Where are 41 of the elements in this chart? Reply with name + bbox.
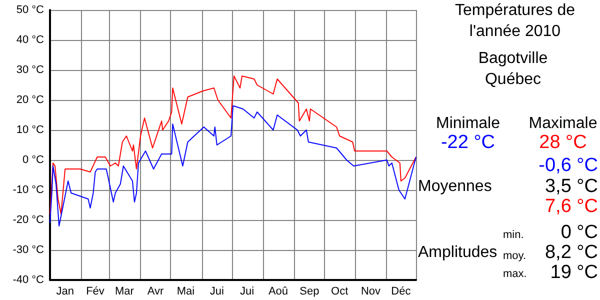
x-tick-label: Nov	[360, 286, 382, 298]
text: Minimale	[436, 115, 500, 133]
x-tick-label: Jui	[210, 286, 224, 298]
y-tick-label: 20 °C	[16, 94, 44, 106]
x-tick-label: Mai	[176, 286, 195, 298]
x-tick-label: Fév	[86, 286, 105, 298]
text: Moyennes	[418, 178, 492, 196]
x-tick-label: Sep	[300, 286, 320, 298]
text: Amplitudes	[418, 244, 498, 262]
y-tick-label: 0 °C	[22, 154, 44, 166]
text: Températures de l'année 2010	[454, 1, 576, 42]
y-tick-label: 40 °C	[16, 34, 44, 46]
x-tick-label: Oct	[331, 286, 348, 298]
text: 19 °C	[550, 262, 598, 284]
y-tick-label: -40 °C	[12, 274, 44, 286]
y-tick-label: -20 °C	[12, 214, 44, 226]
y-tick-label: 50 °C	[16, 4, 44, 16]
text: 7,6 °C	[544, 196, 598, 218]
text: 8,2 °C	[544, 242, 598, 264]
x-tick-label: Avr	[147, 286, 164, 298]
y-tick-label: -10 °C	[12, 184, 44, 196]
text: Maximale	[528, 115, 598, 133]
text: min.	[503, 229, 524, 241]
x-tick-label: Jan	[56, 286, 74, 298]
x-tick-label: Jui	[240, 286, 254, 298]
x-tick-label: Déc	[391, 286, 412, 298]
text: 3,5 °C	[544, 176, 598, 198]
text: 0 °C	[560, 222, 598, 244]
line-series	[50, 76, 416, 214]
line-series	[50, 106, 416, 226]
y-tick-label: -30 °C	[12, 244, 44, 256]
x-tick-label: Mar	[114, 286, 134, 298]
y-tick-label: 30 °C	[16, 64, 44, 76]
text: 28 °C	[539, 132, 587, 154]
y-tick-label: 10 °C	[16, 124, 44, 136]
text: Bagotville Québec	[477, 49, 549, 90]
text: moy.	[503, 250, 526, 262]
text: -0,6 °C	[538, 155, 598, 177]
x-tick-label: Aoû	[268, 286, 288, 298]
text: max.	[503, 268, 527, 280]
text: -22 °C	[440, 132, 496, 154]
